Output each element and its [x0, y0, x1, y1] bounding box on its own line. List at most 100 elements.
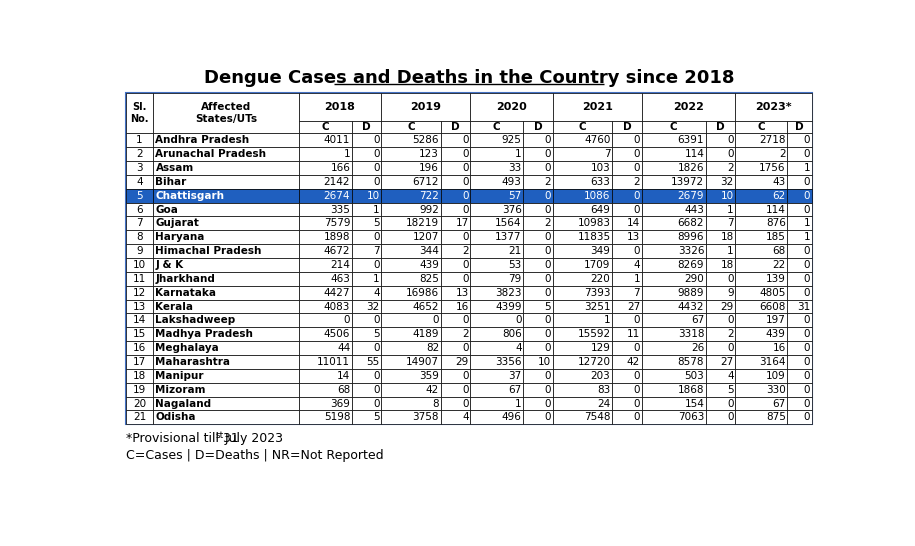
Text: Mizoram: Mizoram: [156, 385, 206, 395]
Text: 0: 0: [727, 412, 734, 423]
Text: 10: 10: [721, 191, 734, 200]
Text: 10: 10: [133, 260, 146, 270]
Text: Odisha: Odisha: [156, 412, 196, 423]
Bar: [470, 396, 523, 411]
Bar: [153, 230, 298, 244]
Bar: [736, 383, 787, 396]
Text: 1: 1: [727, 205, 734, 215]
Bar: [523, 244, 553, 258]
Text: 0: 0: [803, 357, 811, 367]
Bar: [382, 147, 440, 161]
Bar: [553, 369, 612, 383]
Text: 203: 203: [591, 371, 610, 381]
Bar: [523, 216, 553, 230]
Bar: [298, 341, 351, 355]
Bar: [612, 272, 641, 286]
Bar: [382, 189, 440, 203]
Text: Assam: Assam: [156, 163, 194, 173]
Text: 0: 0: [727, 149, 734, 159]
Bar: [736, 327, 787, 341]
Text: 27: 27: [627, 301, 640, 312]
Text: st: st: [216, 431, 224, 440]
Bar: [470, 411, 523, 424]
Text: Chattisgarh: Chattisgarh: [156, 191, 224, 200]
Bar: [523, 189, 553, 203]
Text: 0: 0: [803, 371, 811, 381]
Bar: [470, 272, 523, 286]
Text: 0: 0: [544, 274, 551, 284]
Text: 20: 20: [133, 399, 146, 408]
Text: 2: 2: [727, 163, 734, 173]
Bar: [153, 216, 298, 230]
Bar: [351, 355, 382, 369]
Text: 55: 55: [367, 357, 380, 367]
Text: 4506: 4506: [324, 329, 350, 339]
Text: 62: 62: [772, 191, 786, 200]
Text: 43: 43: [772, 177, 786, 187]
Bar: [641, 411, 705, 424]
Text: 439: 439: [766, 329, 786, 339]
Text: 14: 14: [627, 218, 640, 228]
Text: 53: 53: [509, 260, 522, 270]
Bar: [787, 313, 812, 327]
Bar: [382, 286, 440, 300]
Text: 42: 42: [627, 357, 640, 367]
Bar: [705, 286, 736, 300]
Bar: [470, 203, 523, 216]
Text: 0: 0: [462, 163, 468, 173]
Text: 14907: 14907: [406, 357, 439, 367]
Bar: [153, 341, 298, 355]
Text: 68: 68: [337, 385, 350, 395]
Bar: [298, 244, 351, 258]
Bar: [553, 121, 612, 133]
Bar: [470, 161, 523, 175]
Bar: [787, 216, 812, 230]
Bar: [298, 313, 351, 327]
Bar: [523, 341, 553, 355]
Text: 3318: 3318: [678, 329, 705, 339]
Bar: [553, 244, 612, 258]
Bar: [641, 258, 705, 272]
Bar: [787, 161, 812, 175]
Text: 5: 5: [373, 218, 380, 228]
Bar: [153, 203, 298, 216]
Bar: [787, 355, 812, 369]
Bar: [153, 355, 298, 369]
Bar: [787, 133, 812, 147]
Bar: [470, 175, 523, 189]
Text: 0: 0: [803, 343, 811, 353]
Bar: [470, 341, 523, 355]
Bar: [440, 286, 470, 300]
Bar: [523, 147, 553, 161]
Text: 8996: 8996: [678, 232, 705, 242]
Bar: [351, 411, 382, 424]
Text: D: D: [622, 122, 631, 132]
Bar: [351, 272, 382, 286]
Text: 0: 0: [544, 412, 551, 423]
Text: 10: 10: [367, 191, 380, 200]
Text: Meghalaya: Meghalaya: [156, 343, 220, 353]
Text: 0: 0: [462, 135, 468, 145]
Bar: [470, 216, 523, 230]
Bar: [440, 175, 470, 189]
Text: 369: 369: [330, 399, 350, 408]
Text: 0: 0: [633, 246, 640, 256]
Text: 3164: 3164: [759, 357, 786, 367]
Text: Himachal Pradesh: Himachal Pradesh: [156, 246, 262, 256]
Bar: [126, 147, 153, 161]
Text: 7063: 7063: [678, 412, 705, 423]
Bar: [298, 230, 351, 244]
Bar: [126, 411, 153, 424]
Bar: [787, 396, 812, 411]
Text: 4399: 4399: [495, 301, 522, 312]
Bar: [612, 244, 641, 258]
Bar: [705, 216, 736, 230]
Bar: [553, 161, 612, 175]
Bar: [553, 147, 612, 161]
Bar: [126, 189, 153, 203]
Text: 0: 0: [544, 135, 551, 145]
Text: 4672: 4672: [324, 246, 350, 256]
Bar: [126, 341, 153, 355]
Text: 10983: 10983: [577, 218, 610, 228]
Text: Haryana: Haryana: [156, 232, 205, 242]
